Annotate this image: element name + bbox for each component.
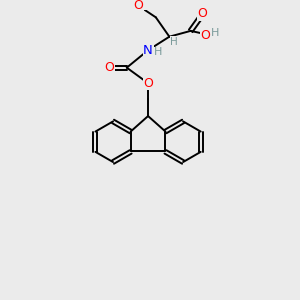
Text: O: O [200, 29, 210, 42]
Text: H: H [211, 28, 219, 38]
Text: H: H [170, 37, 178, 46]
Text: H: H [154, 47, 162, 57]
Text: N: N [143, 44, 153, 57]
Text: O: O [143, 77, 153, 90]
Text: O: O [197, 7, 207, 20]
Text: O: O [134, 0, 143, 12]
Text: O: O [104, 61, 114, 74]
